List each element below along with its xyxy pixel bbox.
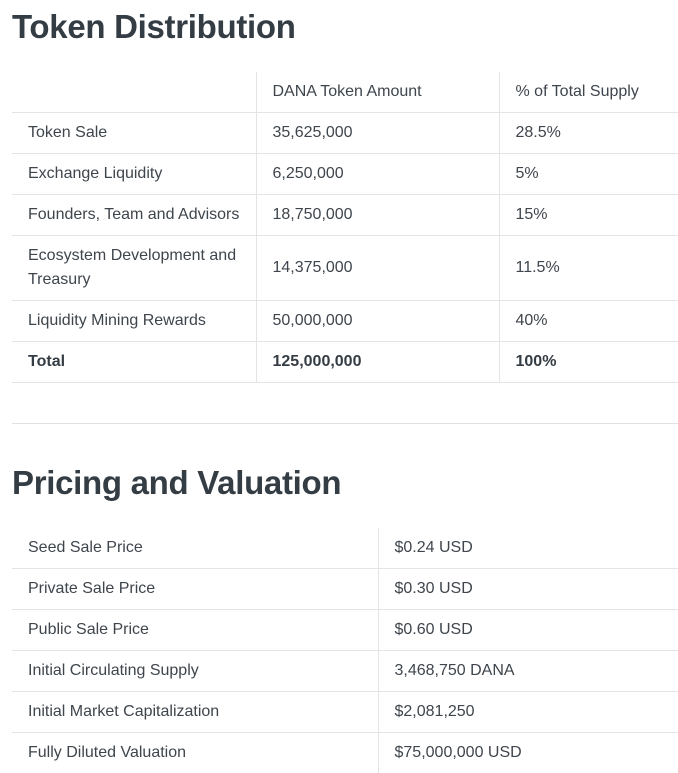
pricing-label: Initial Market Capitalization — [12, 691, 378, 733]
row-amount: 50,000,000 — [255, 300, 499, 342]
pricing-label: Private Sale Price — [12, 568, 378, 610]
section-divider — [12, 423, 678, 424]
row-percent: 40% — [498, 300, 678, 342]
column-header-category — [12, 72, 256, 113]
pricing-label: Seed Sale Price — [12, 528, 378, 569]
row-amount: 6,250,000 — [255, 153, 499, 195]
table-row: Liquidity Mining Rewards 50,000,000 40% — [12, 300, 678, 342]
table-row: Initial Circulating Supply 3,468,750 DAN… — [12, 650, 678, 692]
column-header-amount: DANA Token Amount — [255, 72, 499, 113]
total-row: Total 125,000,000 100% — [12, 341, 678, 383]
total-percent: 100% — [498, 341, 678, 383]
pricing-value: 3,468,750 DANA — [377, 650, 678, 692]
row-category: Founders, Team and Advisors — [12, 194, 256, 236]
table-row: Initial Market Capitalization $2,081,250 — [12, 691, 678, 733]
token-distribution-table: DANA Token Amount % of Total Supply Toke… — [12, 72, 678, 383]
total-amount: 125,000,000 — [255, 341, 499, 383]
table-row: Seed Sale Price $0.24 USD — [12, 528, 678, 569]
pricing-valuation-heading: Pricing and Valuation — [12, 464, 342, 501]
row-amount: 35,625,000 — [255, 112, 499, 154]
row-category: Token Sale — [12, 112, 256, 154]
row-percent: 28.5% — [498, 112, 678, 154]
table-header-row: DANA Token Amount % of Total Supply — [12, 72, 678, 113]
pricing-valuation-table: Seed Sale Price $0.24 USD Private Sale P… — [12, 528, 678, 773]
pricing-value: $0.24 USD — [377, 528, 678, 569]
pricing-label: Initial Circulating Supply — [12, 650, 378, 692]
pricing-label: Public Sale Price — [12, 609, 378, 651]
pricing-value: $2,081,250 — [377, 691, 678, 733]
row-category: Ecosystem Development and Treasury — [12, 235, 256, 301]
pricing-value: $0.60 USD — [377, 609, 678, 651]
row-category: Exchange Liquidity — [12, 153, 256, 195]
row-percent: 5% — [498, 153, 678, 195]
row-percent: 11.5% — [498, 235, 678, 301]
table-row: Fully Diluted Valuation $75,000,000 USD — [12, 732, 678, 773]
table-row: Exchange Liquidity 6,250,000 5% — [12, 153, 678, 195]
row-amount: 14,375,000 — [255, 235, 499, 301]
column-header-percent: % of Total Supply — [498, 72, 678, 113]
table-row: Public Sale Price $0.60 USD — [12, 609, 678, 651]
token-distribution-heading: Token Distribution — [12, 8, 296, 45]
pricing-value: $0.30 USD — [377, 568, 678, 610]
pricing-label: Fully Diluted Valuation — [28, 744, 187, 761]
row-percent: 15% — [498, 194, 678, 236]
table-row: Private Sale Price $0.30 USD — [12, 568, 678, 610]
table-row: Founders, Team and Advisors 18,750,000 1… — [12, 194, 678, 236]
table-row: Token Sale 35,625,000 28.5% — [12, 112, 678, 154]
pricing-value: $75,000,000 USD — [377, 732, 678, 773]
row-amount: 18,750,000 — [255, 194, 499, 236]
row-category: Liquidity Mining Rewards — [12, 300, 256, 342]
table-row: Ecosystem Development and Treasury 14,37… — [12, 235, 678, 301]
total-label: Total — [12, 341, 256, 383]
